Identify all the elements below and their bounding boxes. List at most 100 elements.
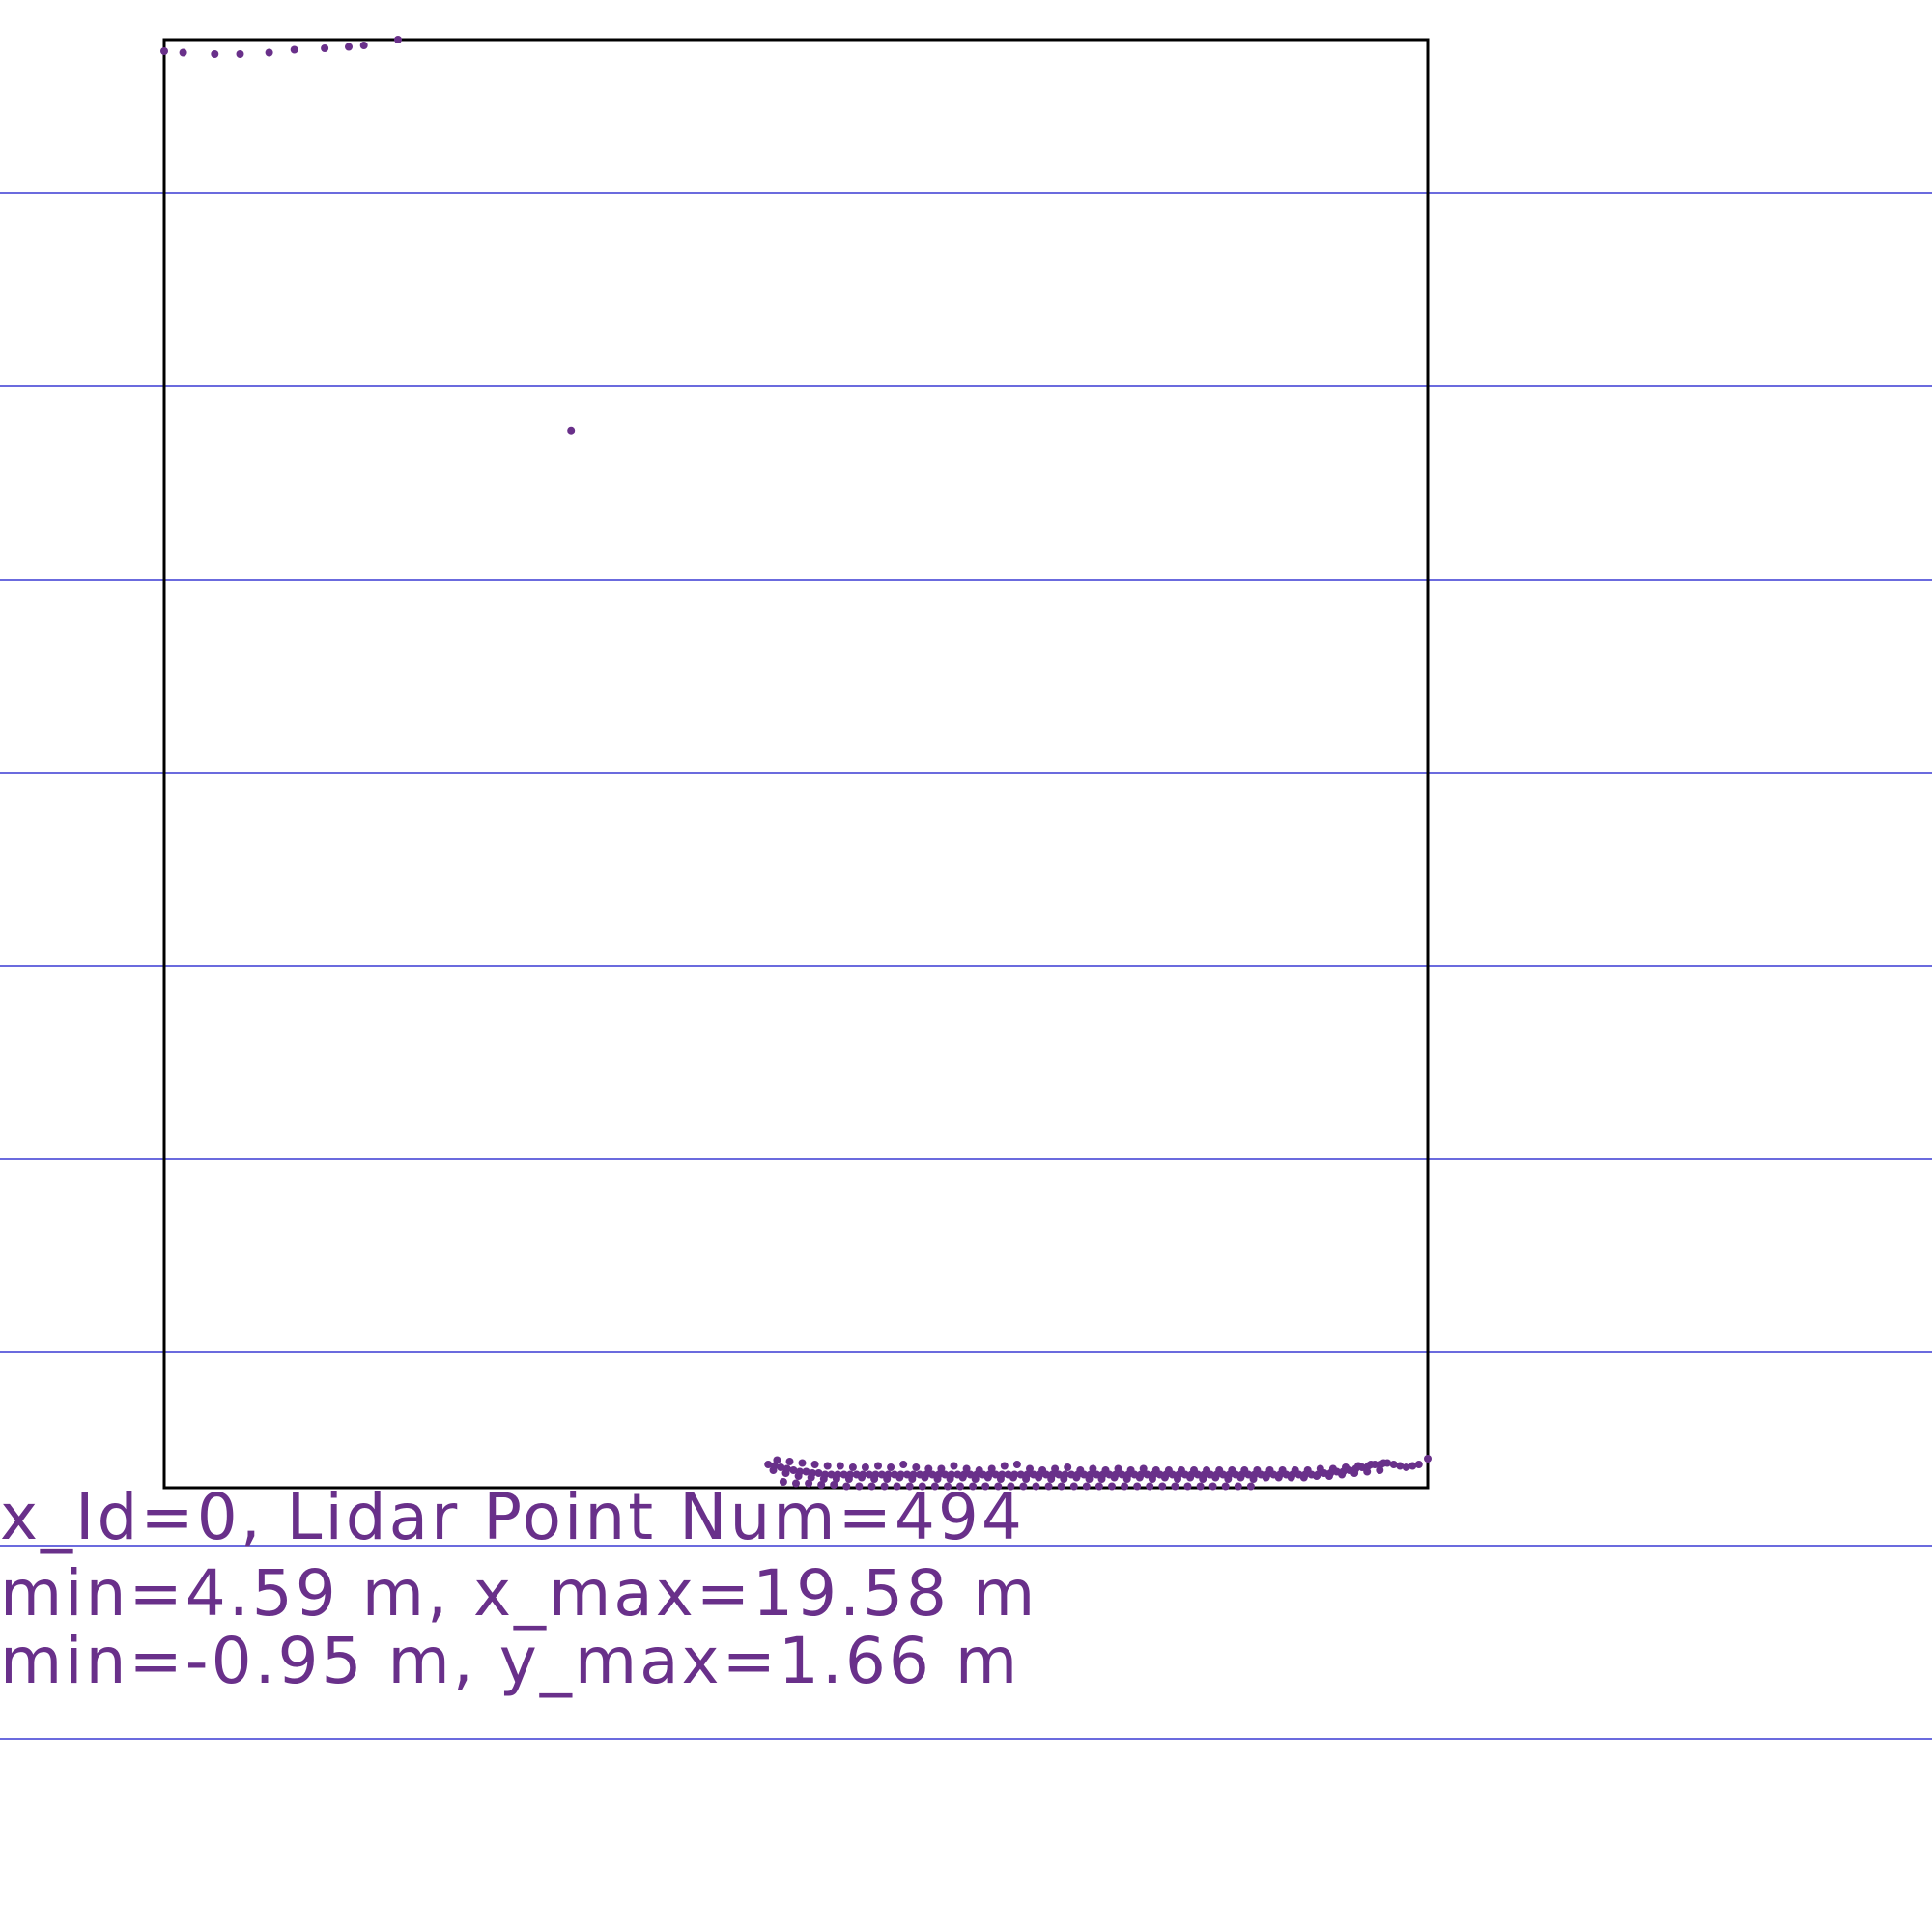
lidar-point bbox=[903, 1470, 912, 1479]
lidar-point bbox=[781, 1469, 790, 1477]
lidar-point bbox=[792, 1479, 800, 1488]
lidar-point bbox=[1158, 1482, 1167, 1491]
lidar-point bbox=[777, 1463, 785, 1471]
lidar-point bbox=[983, 1473, 992, 1482]
lidar-point bbox=[933, 1475, 942, 1483]
lidar-point bbox=[1342, 1463, 1350, 1471]
lidar-point bbox=[1177, 1466, 1185, 1474]
lidar-point bbox=[1424, 1455, 1432, 1463]
lidar-point bbox=[994, 1482, 1003, 1491]
lidar-point bbox=[823, 1462, 832, 1470]
lidar-point bbox=[842, 1482, 851, 1491]
lidar-point bbox=[981, 1482, 990, 1491]
lidar-point bbox=[1253, 1466, 1262, 1474]
lidar-point bbox=[1121, 1482, 1129, 1491]
lidar-point bbox=[975, 1466, 983, 1474]
lidar-point bbox=[1126, 1466, 1135, 1474]
lidar-point bbox=[567, 426, 576, 435]
lidar-point bbox=[1047, 1475, 1056, 1483]
lidar-point bbox=[880, 1482, 889, 1491]
lidar-point bbox=[1164, 1466, 1173, 1474]
lidar-point bbox=[1299, 1473, 1308, 1482]
lidar-point bbox=[1038, 1466, 1047, 1474]
lidar-point bbox=[1240, 1466, 1249, 1474]
lidar-point bbox=[1160, 1473, 1169, 1482]
lidar-point bbox=[928, 1470, 937, 1479]
lidar-point bbox=[1057, 1482, 1065, 1491]
lidar-point bbox=[950, 1462, 958, 1470]
plot-frame bbox=[162, 38, 1430, 1490]
lidar-point bbox=[345, 43, 353, 51]
lidar-point bbox=[1064, 1463, 1072, 1471]
lidar-point bbox=[877, 1470, 886, 1479]
lidar-point bbox=[921, 1473, 929, 1482]
lidar-point bbox=[773, 1456, 781, 1464]
lidar-point bbox=[1019, 1482, 1028, 1491]
lidar-point bbox=[1186, 1473, 1195, 1482]
lidar-point bbox=[1338, 1470, 1347, 1479]
lidar-point bbox=[290, 45, 298, 54]
lidar-point bbox=[1379, 1459, 1388, 1467]
lidar-point bbox=[1026, 1464, 1034, 1473]
lidar-point bbox=[236, 50, 244, 58]
lidar-point bbox=[899, 1461, 908, 1468]
lidar-point bbox=[1196, 1482, 1205, 1491]
lidar-point bbox=[987, 1464, 996, 1473]
lidar-point bbox=[1007, 1482, 1015, 1491]
lidar-point bbox=[836, 1462, 844, 1470]
lidar-point bbox=[1354, 1462, 1363, 1470]
lidar-point bbox=[1146, 1482, 1154, 1491]
lidar-point bbox=[1316, 1464, 1324, 1473]
lidar-point bbox=[1060, 1475, 1068, 1483]
lidar-point bbox=[769, 1466, 778, 1474]
lidar-point bbox=[1265, 1466, 1274, 1474]
lidar-point bbox=[966, 1470, 975, 1479]
lidar-point bbox=[996, 1475, 1005, 1483]
lidar-point bbox=[1082, 1482, 1091, 1491]
lidar-point bbox=[1246, 1482, 1255, 1491]
lidar-point bbox=[265, 48, 273, 57]
lidar-point bbox=[810, 1461, 819, 1468]
lidar-point bbox=[779, 1478, 787, 1486]
lidar-point bbox=[908, 1475, 917, 1483]
lidar-point bbox=[1108, 1482, 1116, 1491]
lidar-point bbox=[1051, 1464, 1060, 1473]
lidar-point bbox=[1012, 1461, 1021, 1468]
lidar-point bbox=[958, 1473, 967, 1482]
lidar-point bbox=[1389, 1461, 1398, 1468]
lidar-point bbox=[830, 1481, 838, 1489]
lidar-point bbox=[1069, 1482, 1078, 1491]
info-line-y-range: min=-0.95 m, y_max=1.66 m bbox=[0, 1624, 1020, 1698]
lidar-point bbox=[912, 1463, 921, 1471]
lidar-point bbox=[1114, 1464, 1122, 1473]
lidar-point bbox=[969, 1482, 978, 1491]
lidar-point bbox=[1143, 1470, 1151, 1479]
lidar-point bbox=[839, 1470, 848, 1479]
lidar-point bbox=[1414, 1461, 1423, 1468]
lidar-point bbox=[1376, 1466, 1384, 1474]
lidar-point bbox=[874, 1462, 882, 1470]
lidar-point bbox=[785, 1458, 794, 1465]
lidar-point bbox=[971, 1475, 980, 1483]
lidar-point bbox=[179, 48, 187, 57]
lidar-point bbox=[1072, 1473, 1081, 1482]
lidar-point bbox=[918, 1482, 926, 1491]
lidar-point bbox=[883, 1475, 892, 1483]
lidar-point bbox=[1101, 1466, 1110, 1474]
lidar-point bbox=[1076, 1466, 1085, 1474]
lidar-point bbox=[1402, 1463, 1410, 1471]
lidar-point bbox=[1274, 1473, 1283, 1482]
lidar-point bbox=[764, 1461, 773, 1468]
lidar-point bbox=[1055, 1470, 1064, 1479]
lidar-point bbox=[1089, 1464, 1097, 1473]
lidar-point bbox=[1044, 1482, 1053, 1491]
lidar-point bbox=[1328, 1464, 1337, 1473]
lidar-point bbox=[819, 1475, 828, 1483]
lidar-point bbox=[1396, 1462, 1405, 1470]
lidar-point bbox=[1174, 1475, 1181, 1483]
lidar-point bbox=[1234, 1482, 1242, 1491]
lidar-point bbox=[865, 1470, 873, 1479]
lidar-point bbox=[946, 1475, 954, 1483]
lidar-point bbox=[1262, 1473, 1270, 1482]
lidar-point bbox=[1228, 1466, 1236, 1474]
